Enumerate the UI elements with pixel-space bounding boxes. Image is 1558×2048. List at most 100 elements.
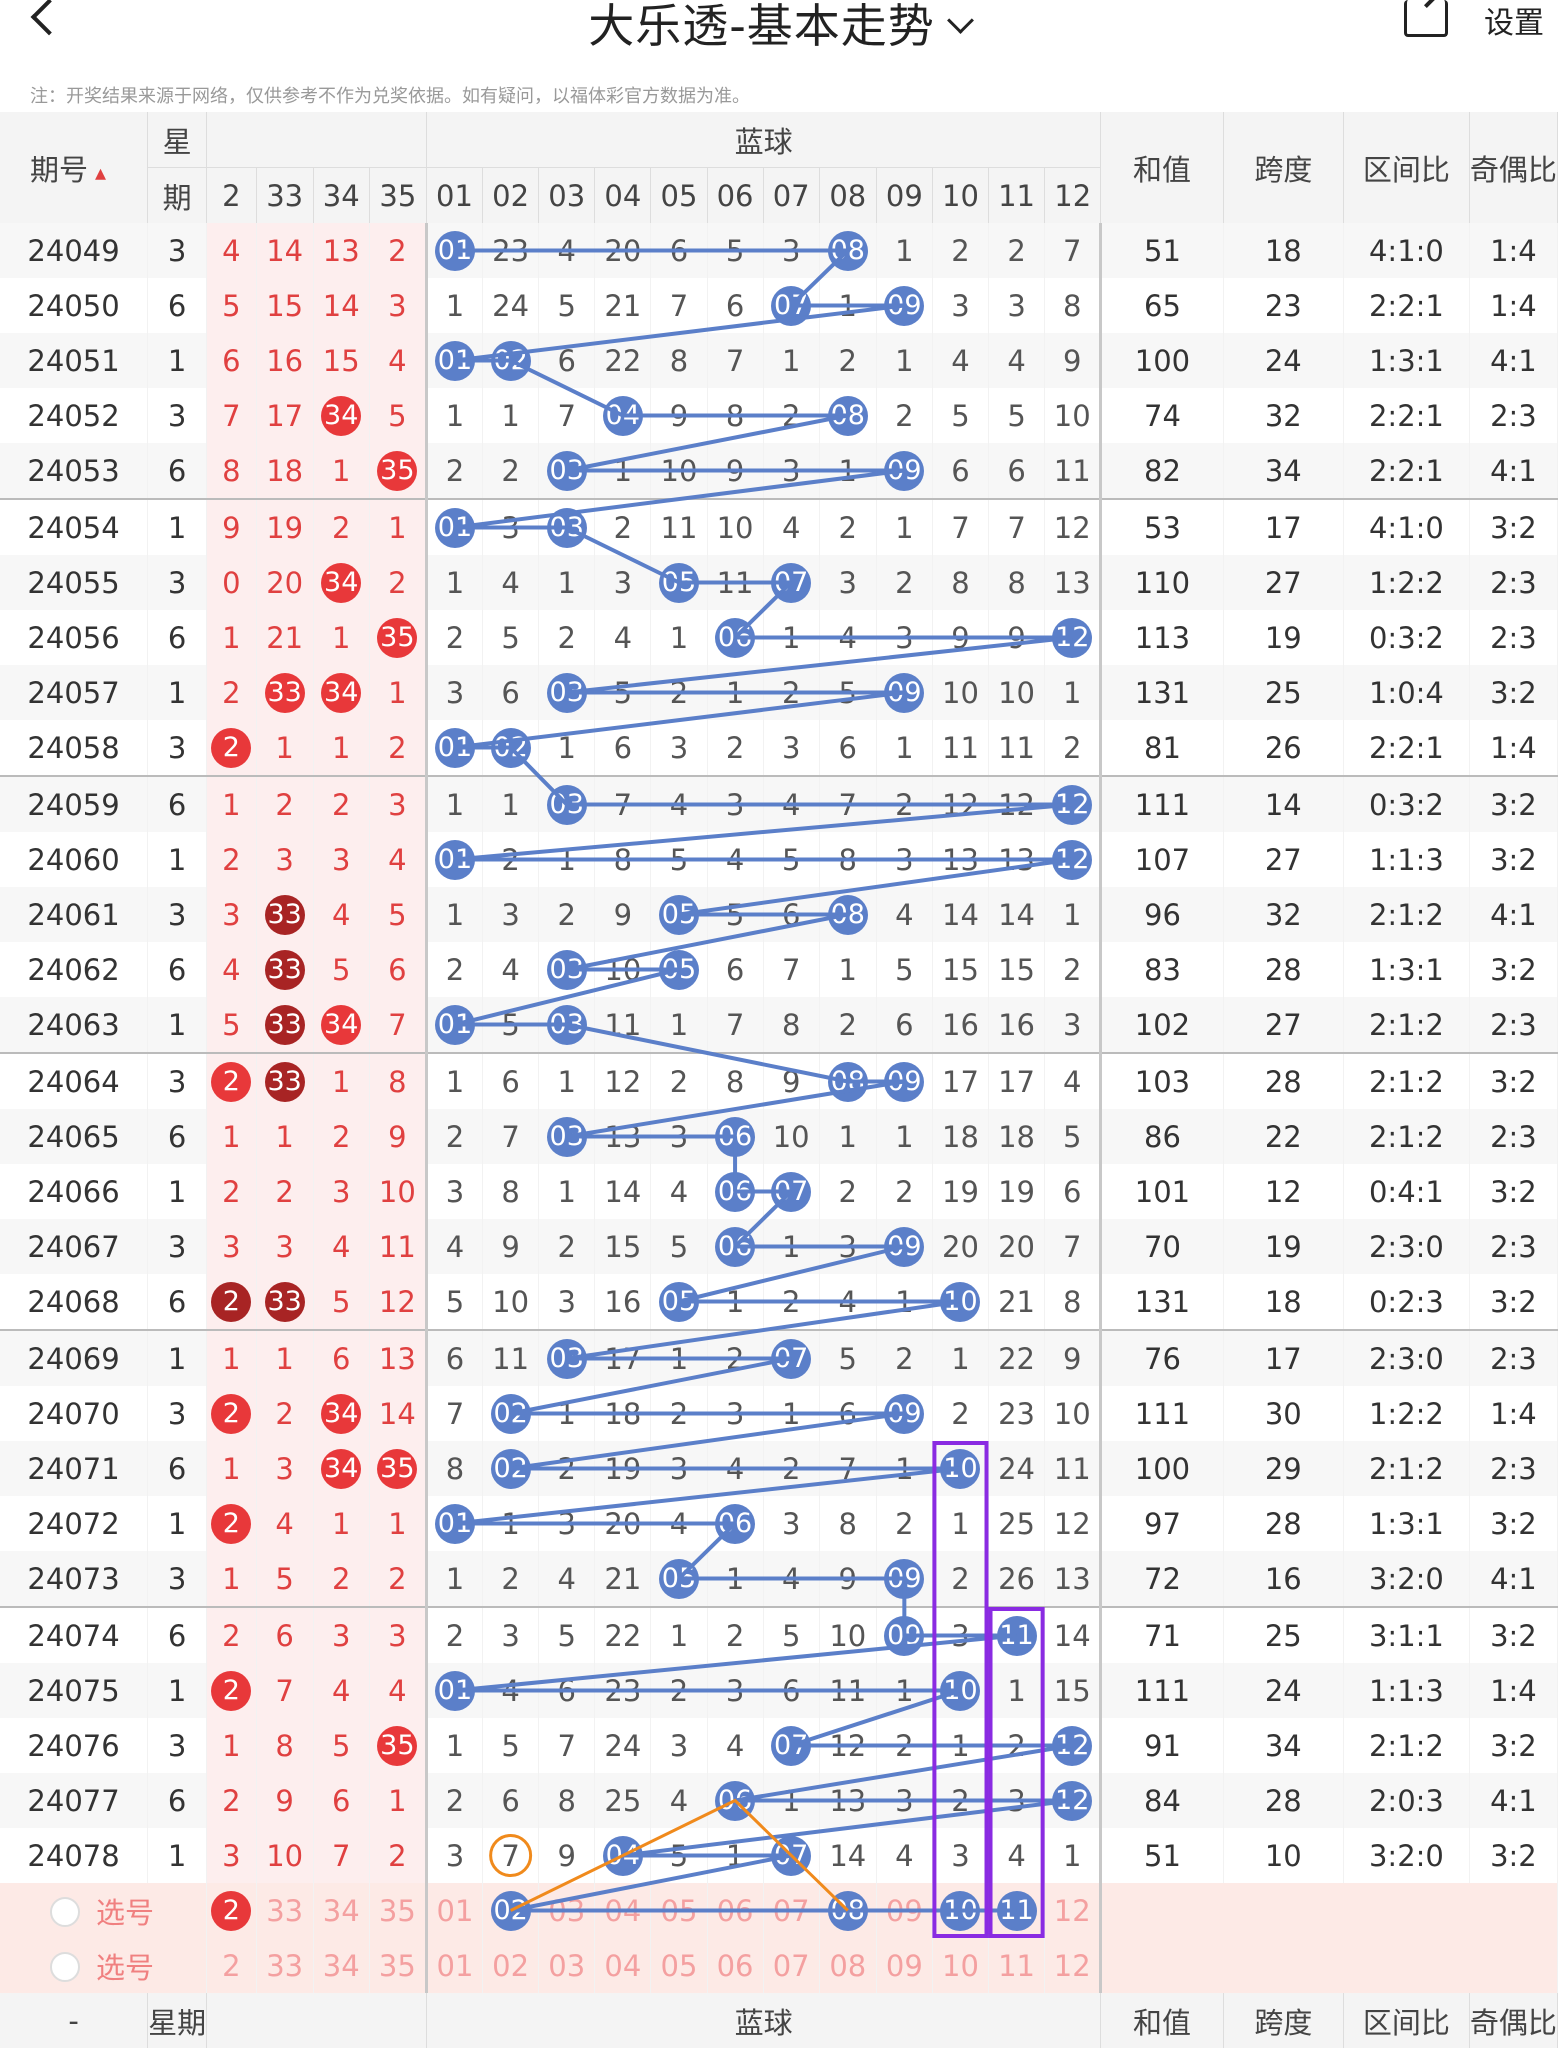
blue-cell: 2 xyxy=(707,720,764,776)
blue-cell: 15 xyxy=(594,1219,652,1274)
table-row[interactable]: 24076 3 1 8 5 35 1 5 7 24 3 4 07 12 2 1 2 12 91 34 2:1:2 3:2 xyxy=(0,1718,1558,1773)
odd-even-cell: 3:2 xyxy=(1469,1828,1558,1883)
table-row[interactable]: 24052 3 7 17 34 5 1 1 7 04 9 8 2 08 2 5 5 10 74 32 2:2:1 2:3 xyxy=(0,388,1558,443)
blue-cell-ball: 07 xyxy=(771,285,812,326)
blue-cell: 15 xyxy=(1044,1663,1103,1718)
span-cell: 30 xyxy=(1223,1386,1345,1441)
blue-cell: 6 xyxy=(650,223,708,278)
blue-cell: 3 xyxy=(426,1828,484,1883)
sum-cell: 72 xyxy=(1100,1551,1224,1607)
front-cell: 4 xyxy=(256,1496,314,1551)
blue-cell: 3 xyxy=(650,1109,708,1164)
table-row[interactable]: 24060 1 2 3 3 4 01 2 1 8 5 4 5 8 3 13 13 12 107 27 1:1:3 3:2 xyxy=(0,832,1558,887)
table-row[interactable]: 24070 3 2 2 34 14 7 02 1 18 2 3 1 6 09 2 23 10 111 30 1:2:2 1… xyxy=(0,1386,1558,1441)
table-row[interactable]: 24074 6 2 6 3 3 2 3 5 22 1 2 5 10 09 3 11 14 71 25 3:1:1 3:2 xyxy=(0,1606,1558,1663)
sort-icon[interactable]: ▴ xyxy=(88,160,107,186)
table-row[interactable]: 24054 1 9 19 2 1 01 3 03 2 11 10 4 2 1 7 7 12 53 17 4:1:0 3:2 xyxy=(0,498,1558,555)
blue-cell: 22 xyxy=(594,333,652,388)
blue-cell: 24 xyxy=(594,1718,652,1773)
period-cell: 24052 xyxy=(0,388,149,443)
front-cell: 1 xyxy=(256,1329,314,1386)
blue-cell-ball: 05 xyxy=(658,1558,699,1599)
radio-icon[interactable] xyxy=(50,1952,80,1982)
odd-even-cell: 4:1 xyxy=(1469,1551,1558,1607)
front-cell: 3 xyxy=(369,775,428,832)
select-blue-cell: 03 xyxy=(538,1938,596,1993)
blue-cell: 09 xyxy=(876,443,933,499)
table-row[interactable]: 24055 3 0 20 34 2 1 4 1 3 05 11 07 3 2 8 8 13 110 27 1:2:2 2:… xyxy=(0,555,1558,610)
select-blue-cell: 06 xyxy=(707,1938,764,1993)
front-cell: 3 xyxy=(206,887,257,942)
blue-cell: 6 xyxy=(932,443,990,499)
period-cell: 24049 xyxy=(0,223,149,278)
table-row[interactable]: 24071 6 1 3 34 35 8 02 2 19 3 4 2 7 1 10 24 11 100 29 2:1:2 2… xyxy=(0,1441,1558,1496)
table-row[interactable]: 24077 6 2 9 6 1 2 6 8 25 4 06 1 13 3 2 3 12 84 28 2:0:3 4:1 xyxy=(0,1773,1558,1828)
table-row[interactable]: 24057 1 2 33 34 1 3 6 03 5 2 1 2 5 09 10 10 1 131 25 1:0:4 3:… xyxy=(0,665,1558,720)
chevron-down-icon[interactable] xyxy=(946,7,974,34)
week-cell: 6 xyxy=(147,775,208,832)
table-row[interactable]: 24065 6 1 1 2 9 2 7 03 13 3 06 10 1 1 18 18 5 86 22 2:1:2 2:3 xyxy=(0,1109,1558,1164)
select-row[interactable]: 选号 2 33 34 35 01 02 03 04 05 06 07 08 09 10 11 12 xyxy=(0,1883,1558,1938)
front-cell: 14 xyxy=(369,1386,428,1441)
page-title[interactable]: 大乐透-基本走势 xyxy=(0,0,1558,56)
blue-cell: 5 xyxy=(707,223,764,278)
blue-cell: 1 xyxy=(1044,1828,1103,1883)
settings-button[interactable]: 设置 xyxy=(1484,6,1544,41)
table-row[interactable]: 24075 1 2 7 4 4 01 4 6 23 2 3 6 11 1 10 1 15 111 24 1:1:3 1:4 xyxy=(0,1663,1558,1718)
table-row[interactable]: 24067 3 3 3 4 11 4 9 2 15 5 06 1 3 09 20 20 7 70 19 2:3:0 2:3 xyxy=(0,1219,1558,1274)
table-row[interactable]: 24066 1 2 2 3 10 3 8 1 14 4 06 07 2 2 19 19 6 101 12 0:4:1 3:… xyxy=(0,1164,1558,1219)
front-cell: 2 xyxy=(369,720,428,776)
blue-cell: 7 xyxy=(538,1718,596,1773)
zone-ratio-cell: 3:2:0 xyxy=(1343,1551,1470,1607)
zone-ratio-cell: 2:1:2 xyxy=(1343,997,1470,1053)
front-cell: 1 xyxy=(369,498,428,555)
table-row[interactable]: 24058 3 2 1 1 2 01 02 1 6 3 2 3 6 1 11 11 2 81 26 2:2:1 1:4 xyxy=(0,720,1558,776)
front-cell: 2 xyxy=(369,555,428,610)
week-cell: 6 xyxy=(147,942,208,997)
table-row[interactable]: 24049 3 4 14 13 2 01 23 4 20 6 5 3 08 1 2 2 7 51 18 4:1:0 1:4 xyxy=(0,223,1558,278)
front-cell: 5 xyxy=(369,388,428,443)
table-row[interactable]: 24068 6 2 33 5 12 5 10 3 16 05 1 2 4 1 10 21 8 131 18 0:2:3 3… xyxy=(0,1274,1558,1330)
blue-cell: 2 xyxy=(876,1718,933,1773)
blue-cell: 20 xyxy=(594,223,652,278)
blue-cell: 12 xyxy=(932,775,990,832)
table-row[interactable]: 24056 6 1 21 1 35 2 5 2 4 1 06 1 4 3 9 9 12 113 19 0:3:2 2:3 xyxy=(0,610,1558,665)
table-row[interactable]: 24050 6 5 15 14 3 1 24 5 21 7 6 07 1 09 3 3 8 65 23 2:2:1 1:4 xyxy=(0,278,1558,333)
blue-cell: 4 xyxy=(763,1551,820,1607)
blue-cell: 7 xyxy=(988,498,1046,555)
front-cell: 9 xyxy=(369,1109,428,1164)
blue-cell: 5 xyxy=(538,1606,596,1663)
select-blue-cell: 10 xyxy=(932,1938,990,1993)
select-row[interactable]: 选号 2 33 34 35 01 02 03 04 05 06 07 08 09 10 11 12 xyxy=(0,1938,1558,1993)
edit-icon[interactable] xyxy=(1404,0,1448,37)
blue-cell: 4 xyxy=(538,223,596,278)
col-period[interactable]: 期号 ▴ xyxy=(0,112,149,223)
table-row[interactable]: 24051 1 6 16 15 4 01 02 6 22 8 7 1 2 1 4 4 9 100 24 1:3:1 4:1 xyxy=(0,333,1558,388)
select-label: 选号 xyxy=(0,1883,208,1938)
blue-cell: 12 xyxy=(594,1052,652,1109)
blue-cell: 01 xyxy=(426,333,484,388)
blue-cell-ball: 01 xyxy=(434,839,475,880)
table-row[interactable]: 24073 3 1 5 2 2 1 2 4 21 05 1 4 9 09 2 26 13 72 16 3:2:0 4:1 xyxy=(0,1551,1558,1607)
col-front-35: 35 xyxy=(369,167,427,223)
blue-cell-ball: 01 xyxy=(434,727,475,768)
table-row[interactable]: 24072 1 2 4 1 1 01 1 3 20 4 06 3 8 2 1 25 12 97 28 1:3:1 3:2 xyxy=(0,1496,1558,1551)
table-row[interactable]: 24053 6 8 18 1 35 2 2 03 1 10 9 3 1 09 6 6 11 82 34 2:2:1 4:1 xyxy=(0,443,1558,499)
table-row[interactable]: 24061 3 3 33 4 5 1 3 2 9 05 5 6 08 4 14 14 1 96 32 2:1:2 4:1 xyxy=(0,887,1558,942)
table-row[interactable]: 24064 3 2 33 1 8 1 6 1 12 2 8 9 08 09 17 17 4 103 28 2:1:2 3:… xyxy=(0,1052,1558,1109)
zone-ratio-cell: 2:1:2 xyxy=(1343,1052,1470,1109)
radio-icon[interactable] xyxy=(50,1897,80,1927)
blue-cell: 3 xyxy=(482,887,540,942)
span-cell: 28 xyxy=(1223,1773,1345,1828)
blue-cell: 2 xyxy=(988,1718,1046,1773)
select-blue-cell: 06 xyxy=(707,1883,764,1938)
front-cell-ball: 33 xyxy=(264,894,305,935)
col-front-33: 33 xyxy=(256,167,314,223)
table-row[interactable]: 24063 1 5 33 34 7 01 5 03 11 1 7 8 2 6 16 16 3 102 27 2:1:2 2… xyxy=(0,997,1558,1053)
table-row[interactable]: 24069 1 1 1 6 13 6 11 03 17 1 2 07 5 2 1 22 9 76 17 2:3:0 2:3 xyxy=(0,1329,1558,1386)
table-row[interactable]: 24078 1 3 10 7 2 3 7 9 04 5 1 07 14 4 3 4 1 51 10 3:2:0 3:2 xyxy=(0,1828,1558,1883)
table-row[interactable]: 24059 6 1 2 2 3 1 1 03 7 4 3 4 7 2 12 12 12 111 14 0:3:2 3:2 xyxy=(0,775,1558,832)
blue-cell: 5 xyxy=(482,997,540,1053)
table-row[interactable]: 24062 6 4 33 5 6 2 4 03 10 05 6 7 1 5 15 15 2 83 28 1:3:1 3:2 xyxy=(0,942,1558,997)
blue-cell: 12 xyxy=(988,775,1046,832)
